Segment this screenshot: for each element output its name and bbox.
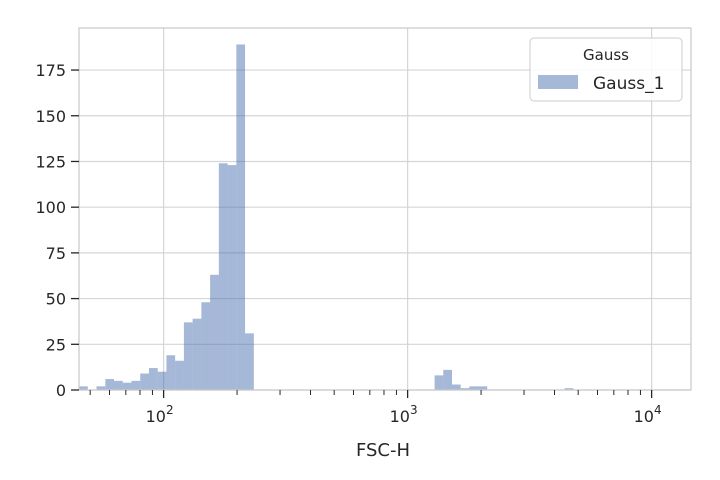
histogram-bar — [148, 368, 158, 390]
legend-title: Gauss — [583, 46, 629, 64]
histogram-bar — [96, 386, 106, 390]
legend: Gauss Gauss_1 — [529, 37, 683, 102]
y-tick-label: 75 — [46, 244, 66, 263]
histogram-bar — [166, 355, 176, 390]
histogram-bar — [79, 386, 88, 390]
histogram-bar — [105, 379, 114, 390]
legend-entry-label: Gauss_1 — [593, 74, 664, 94]
y-tick-label: 50 — [46, 290, 66, 309]
y-tick-label: 150 — [35, 107, 66, 126]
histogram-bar — [460, 388, 470, 390]
y-tick-label: 0 — [56, 381, 66, 400]
x-axis-ticks: 102 103 104 — [89, 390, 662, 426]
histogram-bar — [469, 386, 479, 390]
legend-swatch — [538, 75, 578, 89]
histogram-bar — [183, 322, 193, 390]
x-tick-label: 102 — [146, 403, 174, 426]
x-tick-label: 104 — [634, 403, 662, 426]
x-tick-label: 103 — [390, 403, 418, 426]
histogram-bar — [157, 371, 167, 390]
x-axis-label: FSC-H — [356, 440, 410, 461]
histogram-bar — [210, 274, 219, 390]
histogram-bar — [434, 375, 444, 390]
histogram-bar — [113, 380, 123, 390]
histogram-bar — [201, 302, 211, 390]
histogram-bar — [218, 163, 228, 390]
histogram-bar — [175, 360, 184, 390]
y-axis-ticks: 0 25 50 75 100 125 150 175 — [35, 61, 79, 400]
histogram-bar — [122, 382, 132, 390]
histogram-bar — [564, 388, 574, 390]
histogram-bar — [236, 44, 246, 391]
y-tick-label: 125 — [35, 152, 66, 171]
y-tick-label: 25 — [46, 335, 66, 354]
y-tick-label: 175 — [35, 61, 66, 80]
histogram-bar — [451, 384, 461, 390]
histogram-bar — [245, 333, 254, 390]
histogram-bar — [227, 165, 237, 390]
histogram-bar — [192, 318, 202, 390]
y-tick-label: 100 — [35, 198, 66, 217]
histogram-bar — [131, 380, 141, 390]
histogram-bars — [79, 44, 574, 391]
plot-frame — [78, 27, 692, 391]
histogram-bar — [478, 386, 488, 390]
histogram-bar — [443, 369, 452, 390]
histogram-bar — [140, 373, 149, 390]
